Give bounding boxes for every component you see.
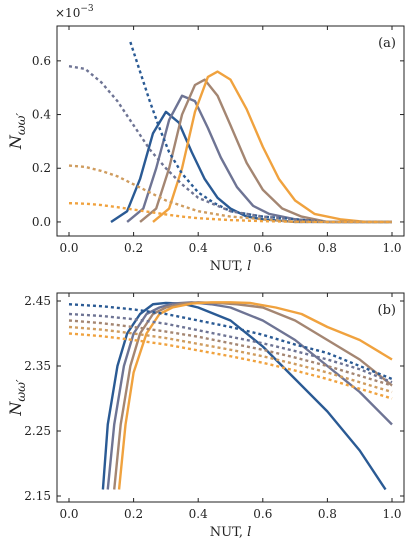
y-tick-label: 0.4 (32, 108, 51, 122)
panel-label: (b) (378, 303, 396, 318)
series-group (68, 41, 392, 224)
x-axis-label: NUT, l (210, 259, 252, 274)
solid-series-line (152, 70, 392, 224)
x-tick-label: 0.6 (253, 507, 272, 521)
dashed-series-line (68, 201, 392, 224)
y-axis-label: Nωω′ (6, 113, 28, 151)
solid-series-line (110, 110, 392, 224)
dashed-series-line (68, 332, 393, 400)
y-axis-label: Nωω′ (6, 379, 28, 417)
y-tick-label: 0.2 (32, 161, 51, 175)
solid-series-line (113, 301, 393, 490)
x-tick-label: 0.4 (189, 241, 208, 255)
dashed-series-line (68, 303, 393, 381)
plot-frame (56, 25, 405, 237)
x-tick-label: 0.8 (318, 507, 337, 521)
dashed-series-line (129, 41, 392, 224)
x-tick-label: 1.0 (382, 507, 401, 521)
y-scale-note: ×10−3 (55, 4, 94, 20)
dashed-series-line (68, 319, 393, 387)
y-tick-label: 2.15 (24, 489, 51, 503)
solid-series-line (126, 94, 392, 224)
y-tick-label: 2.25 (24, 424, 51, 438)
dashed-series-line (68, 65, 392, 224)
panel-1: 0.0 0.2 0.4 0.6 0.8 1.0 2.15 2.25 2.35 2.45 NUT, l… (6, 292, 405, 540)
x-tick-label: 0.0 (59, 507, 78, 521)
x-tick-label: 0.6 (253, 241, 272, 255)
y-tick-label: 2.35 (24, 359, 51, 373)
plot-frame (56, 292, 405, 503)
x-axis-label: NUT, l (210, 525, 252, 540)
x-tick-label: 1.0 (382, 241, 401, 255)
solid-series-line (106, 301, 393, 490)
solid-series-line (101, 301, 387, 491)
y-tick-label: 0.6 (32, 54, 51, 68)
y-tick-label: 0.0 (32, 215, 51, 229)
dashed-series-line (68, 325, 393, 394)
x-tick-label: 0.2 (124, 241, 143, 255)
panel-label: (a) (378, 36, 396, 51)
x-tick-label: 0.2 (124, 507, 143, 521)
solid-series-line (117, 301, 393, 490)
dashed-series-line (68, 312, 393, 384)
x-tick-label: 0.4 (189, 507, 208, 521)
x-tick-label: 0.0 (59, 241, 78, 255)
series-group (68, 301, 393, 491)
dashed-series-line (68, 164, 392, 224)
x-tick-label: 0.8 (318, 241, 337, 255)
y-tick-label: 2.45 (24, 294, 51, 308)
